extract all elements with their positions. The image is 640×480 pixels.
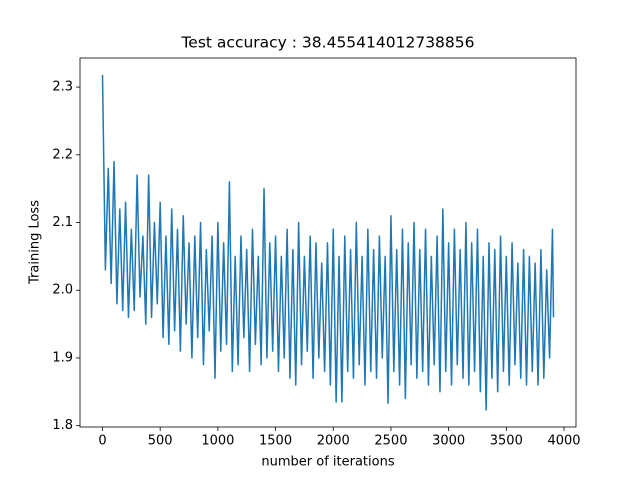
chart-title: Test accuracy : 38.455414012738856 [180,34,474,52]
x-tick-label: 4000 [547,434,580,449]
x-tick-label: 0 [98,434,106,449]
y-tick-label: 2.0 [52,283,73,298]
x-tick-label: 1000 [201,434,234,449]
x-axis-label: number of iterations [261,455,394,470]
y-tick-label: 1.9 [52,350,73,365]
plot-frame [79,57,577,428]
x-tick-label: 2000 [317,434,350,449]
y-tick-label: 1.8 [52,418,73,433]
y-tick-label: 2.1 [52,215,73,230]
y-tick-label: 2.3 [52,80,73,95]
x-tick-label: 3000 [432,434,465,449]
y-tick-label: 2.2 [52,147,73,162]
x-tick-label: 2500 [374,434,407,449]
x-tick-label: 3500 [490,434,523,449]
x-tick-label: 1500 [259,434,292,449]
x-tick-label: 500 [148,434,173,449]
loss-line [101,74,555,411]
y-axis-label: Training Loss [28,200,43,285]
